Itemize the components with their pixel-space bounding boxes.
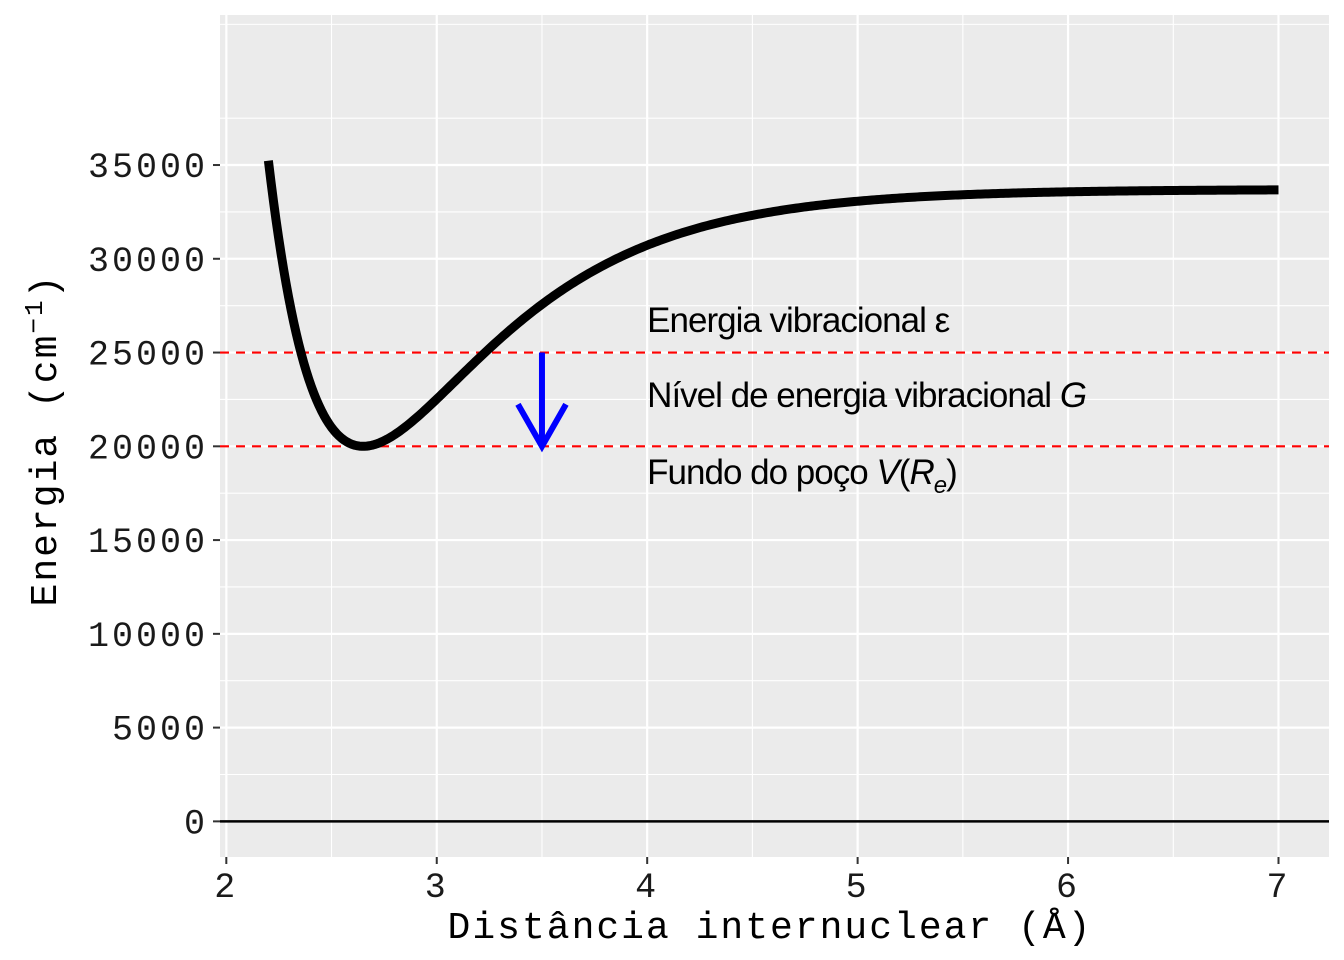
y-axis: 0 5000 10000 15000 20000 25000 30000 35000	[88, 148, 220, 844]
arrow-head	[515, 402, 569, 453]
y-axis-title-base: Energia (cm	[25, 334, 68, 607]
x-tick-label: 2	[214, 868, 238, 908]
y-tick-label: 10000	[88, 617, 208, 657]
potential-curve	[263, 160, 1281, 451]
annotation-part: Fundo do poço	[647, 453, 876, 492]
annotation-part: (	[899, 453, 911, 492]
y-axis-title-exponent: −1	[20, 298, 50, 333]
annotation-label: Fundo do poço V(Re)	[647, 453, 957, 499]
annotation-part: G	[1060, 376, 1086, 415]
x-axis-title: Distância internuclear (Å)	[448, 907, 1093, 950]
y-tick-label: 25000	[88, 336, 208, 376]
y-axis-title-close: )	[25, 274, 68, 299]
x-tick-label: 7	[1266, 868, 1290, 908]
annotation-part: Energia vibracional ε	[647, 301, 949, 340]
y-tick-label: 20000	[88, 429, 208, 469]
x-tick-label: 3	[425, 868, 449, 908]
annotation-part: R	[909, 453, 934, 492]
y-tick-label: 35000	[88, 148, 208, 188]
y-tick-label: 0	[184, 804, 208, 844]
reference-lines	[220, 351, 1329, 823]
y-tick-label: 15000	[88, 523, 208, 563]
annotation-part: Nível de energia vibracional	[647, 376, 1060, 415]
annotations: Energia vibracional ε Nível de energia vi…	[647, 301, 1087, 499]
annotation-label: Energia vibracional ε	[647, 301, 949, 340]
y-tick-label: 5000	[112, 711, 208, 751]
arrow-group	[515, 352, 569, 453]
x-tick-label: 6	[1056, 868, 1080, 908]
x-axis: 2 3 4 5 6 7	[214, 857, 1290, 908]
annotation-part: )	[946, 453, 957, 492]
x-tick-label: 5	[846, 868, 870, 908]
minor-gridlines	[220, 15, 1329, 857]
annotation-label: Nível de energia vibracional G	[647, 376, 1086, 415]
x-tick-label: 4	[635, 868, 659, 908]
panel-background	[220, 15, 1329, 857]
y-tick-label: 30000	[88, 242, 208, 282]
annotation-part: e	[934, 472, 947, 499]
series-group	[263, 160, 1281, 451]
y-axis-title: Energia (cm−1)	[20, 274, 68, 607]
